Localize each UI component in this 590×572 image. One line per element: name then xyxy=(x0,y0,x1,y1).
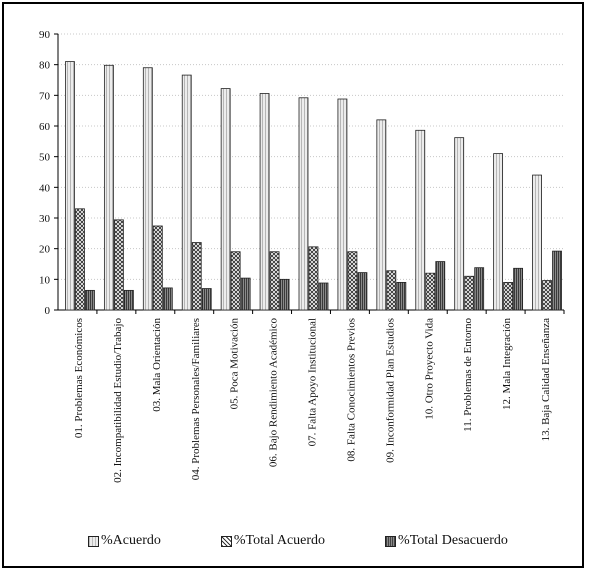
bar-total-desacuerdo xyxy=(201,288,212,311)
bar-total-acuerdo xyxy=(230,251,241,311)
x-tick-label: 07. Falta Apoyo Institucional xyxy=(307,318,319,446)
bar-acuerdo xyxy=(181,74,192,311)
bar-total-acuerdo xyxy=(308,246,319,311)
bar-acuerdo xyxy=(532,174,542,311)
y-tick-label: 70 xyxy=(39,90,51,102)
bar-total-acuerdo xyxy=(113,219,124,311)
legend-swatch-acuerdo xyxy=(88,535,99,547)
bar-total-acuerdo xyxy=(386,270,397,311)
bar-total-desacuerdo xyxy=(435,261,446,311)
x-tick-label: 04. Problemas Personales/Familiares xyxy=(190,318,202,480)
x-tick-label: 09. Inconformidad Plan Estudios xyxy=(384,318,396,463)
bar-acuerdo xyxy=(415,129,426,311)
legend-label-total-desacuerdo: %Total Desacuerdo xyxy=(398,533,508,548)
bar-total-acuerdo xyxy=(503,281,514,311)
bar-total-acuerdo xyxy=(464,275,475,311)
bar-acuerdo xyxy=(298,97,309,311)
bar-total-acuerdo xyxy=(425,272,436,311)
bar-total-desacuerdo xyxy=(552,250,562,311)
bar-acuerdo xyxy=(337,98,348,311)
legend-item-acuerdo: %Acuerdo xyxy=(88,533,161,549)
legend-swatch-total-desacuerdo xyxy=(385,535,397,547)
y-tick-label: 80 xyxy=(39,60,51,72)
bar-acuerdo xyxy=(454,137,465,311)
bar-total-desacuerdo xyxy=(279,278,290,311)
bar-acuerdo xyxy=(220,88,231,311)
bar-total-acuerdo xyxy=(191,242,202,311)
bar-total-desacuerdo xyxy=(318,282,329,311)
x-tick-label: 03. Mala Orientación xyxy=(151,318,163,412)
x-tick-label: 11. Problemas de Entorno xyxy=(462,318,474,432)
y-tick-label: 60 xyxy=(39,121,51,133)
bar-total-desacuerdo xyxy=(162,287,173,311)
bar-total-acuerdo xyxy=(542,280,552,311)
bar-acuerdo xyxy=(376,119,387,311)
y-tick-label: 20 xyxy=(39,244,51,256)
bar-total-acuerdo xyxy=(269,251,280,311)
legend-label-total-acuerdo: %Total Acuerdo xyxy=(233,533,326,548)
x-tick-label: 05. Poca Motivación xyxy=(229,318,241,410)
x-tick-label: 12. Mala Integración xyxy=(501,318,513,410)
y-tick-label: 50 xyxy=(39,152,51,164)
bar-total-acuerdo xyxy=(152,225,163,311)
bar-total-desacuerdo xyxy=(240,277,251,311)
gridlines xyxy=(58,33,564,280)
y-tick-label: 40 xyxy=(39,182,51,194)
bar-acuerdo xyxy=(259,93,270,311)
bar-total-desacuerdo xyxy=(513,267,524,311)
bars xyxy=(65,61,562,311)
bar-total-acuerdo xyxy=(347,251,358,311)
x-tick-label: 01. Problemas Económicos xyxy=(73,318,85,438)
bar-total-acuerdo xyxy=(75,208,85,311)
bar-total-desacuerdo xyxy=(357,272,368,311)
legend-item-total-desacuerdo: %Total Desacuerdo xyxy=(385,533,508,549)
legend: %Acuerdo %Total Acuerdo %Total Desacuerd… xyxy=(88,533,508,549)
x-tick-label: 06. Bajo Rendimiento Académico xyxy=(268,318,280,468)
bar-acuerdo xyxy=(65,61,75,311)
bar-total-desacuerdo xyxy=(474,267,485,311)
bar-acuerdo xyxy=(493,153,504,311)
x-tick-label: 08. Falta Conocimientos Previos xyxy=(345,318,357,462)
y-tick-label: 0 xyxy=(45,305,51,317)
bar-total-desacuerdo xyxy=(396,281,407,311)
chart-frame: 0 10 20 30 40 50 60 70 80 90 01. Problemas Económi… xyxy=(2,2,584,568)
bar-total-desacuerdo xyxy=(85,289,95,311)
y-tick-label: 10 xyxy=(39,274,51,286)
y-tick-label: 90 xyxy=(39,29,51,41)
x-tick-label: 02. Incompatibilidad Estudio/Trabajo xyxy=(112,318,124,483)
bar-acuerdo xyxy=(142,67,153,311)
bar-chart: 0 10 20 30 40 50 60 70 80 90 01. Problemas Económi… xyxy=(39,29,565,483)
x-tick-label: 10. Otro Proyecto Vida xyxy=(423,318,435,420)
x-tick-label: 13. Baja Calidad Enseñanza xyxy=(540,318,552,442)
bar-total-desacuerdo xyxy=(123,289,134,311)
tick-labels: 0 10 20 30 40 50 60 70 80 90 01. Problemas Económi… xyxy=(39,29,552,483)
legend-item-total-acuerdo: %Total Acuerdo xyxy=(220,533,326,549)
bar-acuerdo xyxy=(103,64,114,311)
legend-swatch-total-acuerdo xyxy=(220,535,232,547)
legend-label-acuerdo: %Acuerdo xyxy=(101,533,161,548)
y-tick-label: 30 xyxy=(39,213,51,225)
